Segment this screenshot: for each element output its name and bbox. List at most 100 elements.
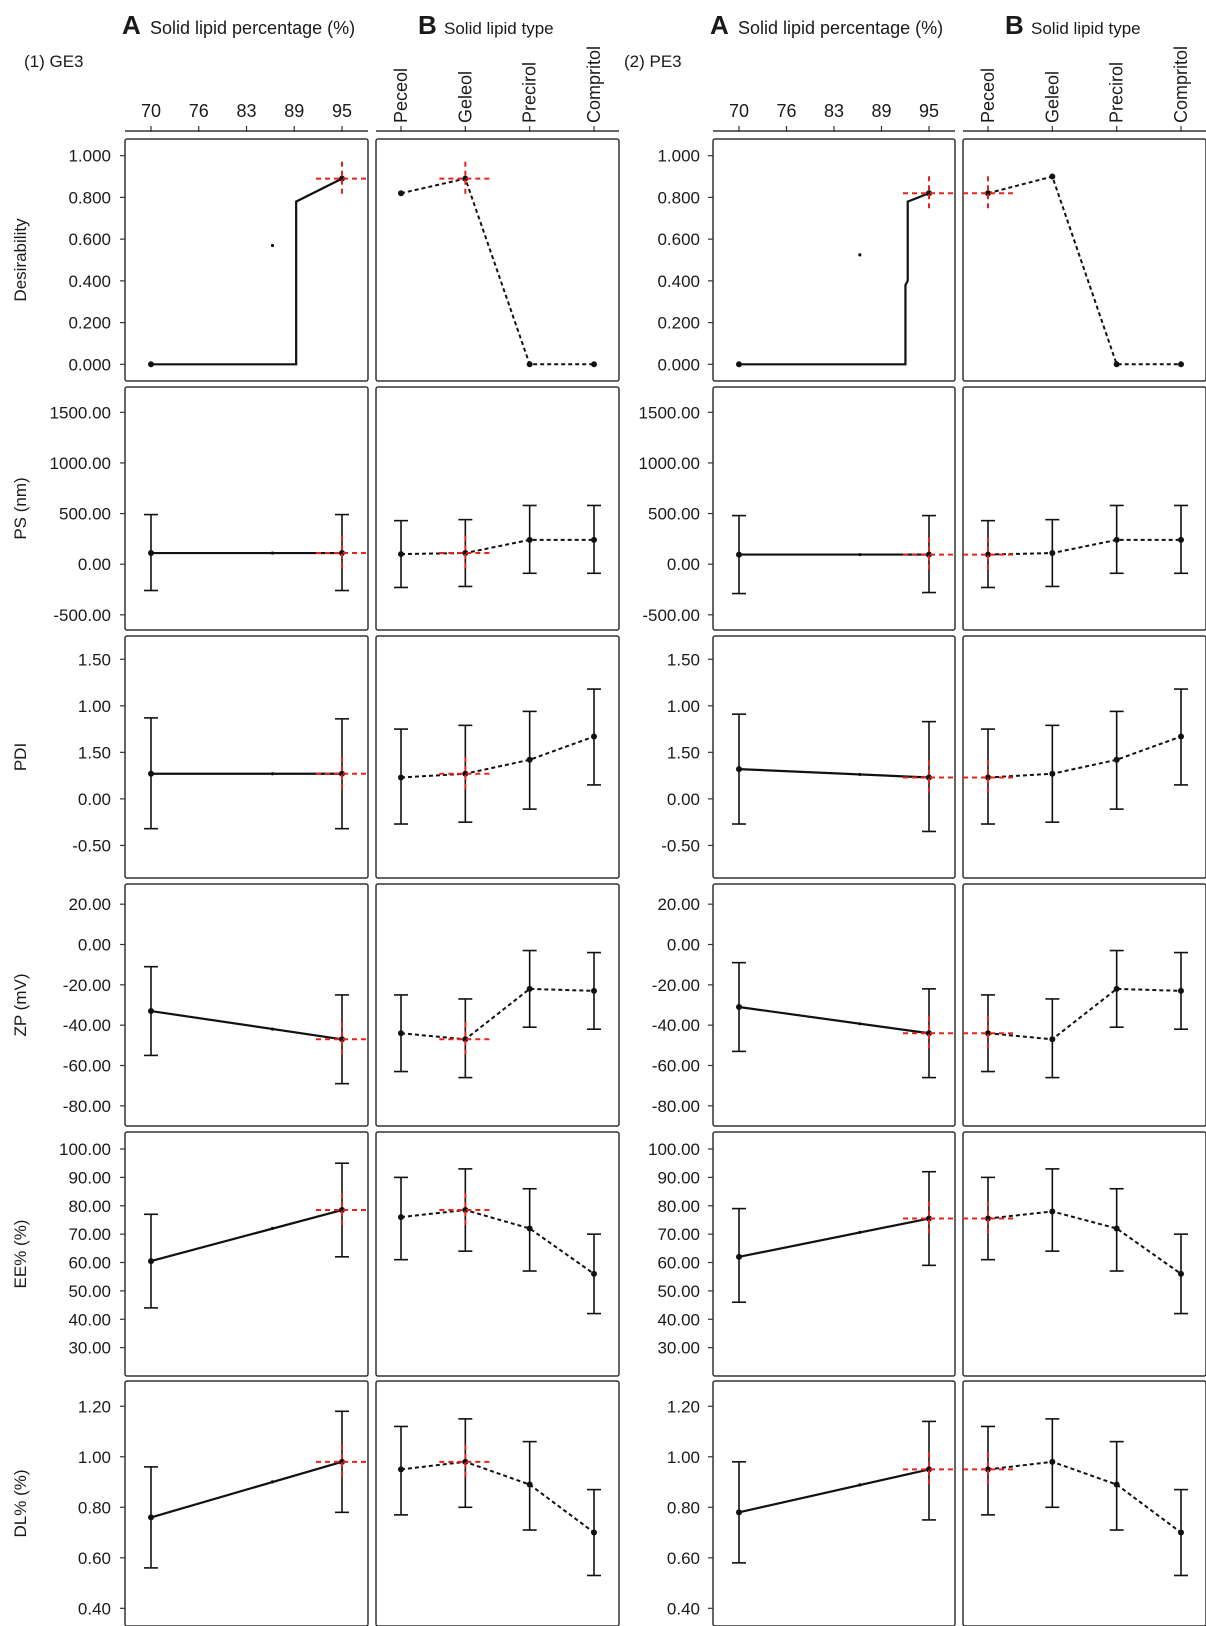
percentage-sample-dot (270, 1027, 275, 1031)
profile-panel-frame (124, 386, 369, 631)
lipid-type-profile-point (985, 190, 991, 197)
profile-panel-frame (712, 138, 956, 382)
y-tick-label: 0.800 (68, 188, 111, 207)
response-label: Desirability (11, 218, 30, 302)
y-tick-label: 20.00 (657, 895, 700, 914)
y-tick-label: -0.50 (661, 836, 700, 855)
lipid-type-tick-label: Peceol (978, 68, 998, 123)
percentage-sample-dot (270, 551, 275, 555)
lipid-type-tick-label: Compritol (1171, 46, 1191, 123)
y-tick-label: 60.00 (68, 1254, 111, 1273)
percentage-profile-line (738, 768, 930, 779)
profile-panel-frame (124, 138, 369, 382)
lipid-type-profile-point (1113, 361, 1120, 368)
y-tick-label: 0.000 (657, 355, 700, 374)
y-tick-label: 0.80 (667, 1498, 700, 1517)
y-tick-label: -60.00 (652, 1057, 700, 1076)
y-tick-label: 0.200 (68, 314, 111, 333)
response-label: DL% (%) (11, 1469, 30, 1537)
profile-panel-frame (962, 1131, 1206, 1377)
profile-panel-frame (962, 386, 1206, 631)
y-tick-label: 90.00 (657, 1168, 700, 1187)
y-tick-label: 0.00 (78, 555, 111, 574)
profile-panel-frame (375, 1380, 620, 1626)
percentage-sample-dot (270, 1480, 275, 1484)
y-tick-label: 1.20 (78, 1397, 111, 1416)
percentage-profile-point (339, 175, 345, 182)
y-tick-label: 0.40 (78, 1599, 111, 1618)
lipid-type-profile-line (400, 1209, 595, 1275)
y-tick-label: 0.400 (657, 272, 700, 291)
y-tick-label: 0.600 (68, 230, 111, 249)
y-tick-label: 1.000 (68, 147, 111, 166)
lipid-type-profile-point (1178, 361, 1184, 368)
y-tick-label: 0.00 (667, 790, 700, 809)
y-tick-label: 0.00 (78, 790, 111, 809)
percentage-sample-dot (270, 772, 275, 776)
panel-a-letter: A (122, 10, 141, 40)
lipid-type-profile-point (462, 175, 469, 182)
y-tick-label: 1000.00 (639, 454, 700, 473)
y-tick-label: -80.00 (652, 1097, 700, 1116)
lipid-type-profile-point (398, 190, 404, 197)
lipid-type-profile-point (1049, 173, 1056, 180)
lipid-type-tick-label: Peceol (391, 68, 411, 123)
profile-panel-frame (712, 1380, 956, 1626)
y-tick-label: 0.40 (667, 1599, 700, 1618)
y-tick-label: 0.400 (68, 272, 111, 291)
y-tick-label: 1.000 (657, 147, 700, 166)
percentage-profile-line (738, 1468, 930, 1514)
percentage-tick-label: 76 (776, 101, 796, 121)
y-tick-label: 500.00 (648, 505, 700, 524)
percentage-tick-label: 95 (919, 101, 939, 121)
percentage-tick-label: 83 (236, 101, 256, 121)
lipid-type-profile-line (987, 1210, 1182, 1275)
profile-panel-frame (124, 1131, 369, 1377)
y-tick-label: -500.00 (642, 606, 700, 625)
profile-panel-frame (375, 138, 620, 382)
y-tick-label: 80.00 (68, 1197, 111, 1216)
panel-a-letter: A (710, 10, 729, 40)
y-tick-label: 0.800 (657, 188, 700, 207)
percentage-profile-line (150, 1009, 343, 1041)
lipid-type-profile-point (591, 361, 597, 368)
y-tick-label: 0.60 (667, 1549, 700, 1568)
y-tick-label: 1.00 (78, 1448, 111, 1467)
response-label: EE% (%) (11, 1220, 30, 1289)
y-tick-label: 80.00 (657, 1197, 700, 1216)
y-tick-label: -40.00 (63, 1016, 111, 1035)
profile-panel-frame (712, 635, 956, 879)
percentage-profile-point (736, 361, 742, 368)
lipid-type-profile-line (987, 538, 1181, 556)
lipid-type-profile-line (400, 987, 595, 1041)
percentage-sample-dot (858, 253, 862, 257)
response-label: ZP (mV) (11, 974, 30, 1037)
percentage-profile-line (150, 1208, 343, 1263)
lipid-type-tick-label: Precirol (1107, 62, 1127, 123)
percentage-sample-dot (858, 772, 862, 777)
lipid-type-profile-line (987, 1460, 1182, 1534)
lipid-type-profile-line (400, 1460, 595, 1534)
y-tick-label: 0.600 (657, 230, 700, 249)
percentage-tick-label: 89 (284, 101, 304, 121)
profile-panel-frame (375, 883, 620, 1127)
panel-b-letter: B (1005, 10, 1024, 40)
y-tick-label: 20.00 (68, 895, 111, 914)
y-tick-label: 1.00 (667, 697, 700, 716)
profile-panel-frame (962, 138, 1206, 382)
y-tick-label: 0.200 (657, 314, 700, 333)
percentage-sample-dot (270, 1226, 275, 1231)
panel-a-title: Solid lipid percentage (%) (150, 18, 355, 38)
lipid-type-tick-label: Compritol (584, 46, 604, 123)
y-tick-label: 1.00 (78, 697, 111, 716)
lipid-type-profile-line (987, 735, 1182, 779)
y-tick-label: -20.00 (652, 976, 700, 995)
y-tick-label: 0.80 (78, 1498, 111, 1517)
lipid-type-profile-line (400, 177, 594, 366)
y-tick-label: -500.00 (53, 606, 111, 625)
lipid-type-profile-line (987, 987, 1182, 1041)
y-tick-label: 1000.00 (50, 454, 111, 473)
y-tick-label: 40.00 (68, 1310, 111, 1329)
y-tick-label: 0.60 (78, 1549, 111, 1568)
y-tick-label: -60.00 (63, 1057, 111, 1076)
